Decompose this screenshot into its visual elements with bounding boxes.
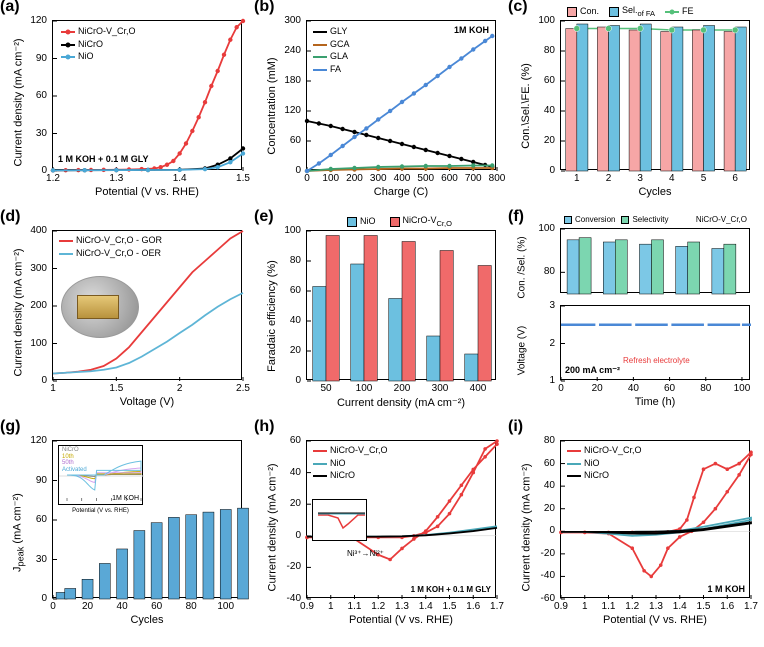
g-inset-leg-0: NiCrO (62, 447, 87, 454)
panel-e-legend: NiO NiCrO-VCr,O (347, 215, 452, 230)
panel-d-inset-photo (61, 276, 139, 338)
panel-f-legend: Conversion Selectivity (564, 215, 668, 226)
panel-f-bot-plot: 200 mA cm⁻² Refresh electrolyte 12302040… (560, 305, 750, 380)
panel-b-label: (b) (254, 0, 274, 16)
panel-g-plot: 1M KOH NiCrO 10th 50th Activated Potenti… (52, 440, 242, 598)
panel-f-note2: Refresh electrolyte (623, 356, 690, 365)
panel-c-plot: Con. Sel.of FA FE 020406080100123456 (560, 20, 750, 170)
legend-a-1: NiCrO (78, 39, 103, 51)
panel-b-xlabel: Charge (C) (306, 186, 496, 198)
legend-e-nio: NiO (360, 216, 376, 228)
g-inset-leg-1: 10th (62, 454, 87, 461)
legend-i-0: NiCrO-V_Cr,O (584, 445, 642, 457)
panel-f-xlabel: Time (h) (560, 396, 750, 408)
panel-a-ylabel: Current density (mA cm⁻²) (12, 47, 25, 167)
panel-g-inset-legend: NiCrO 10th 50th Activated (62, 447, 87, 473)
panel-f-label: (f) (508, 208, 524, 226)
panel-c-xlabel: Cycles (560, 186, 750, 198)
panel-a-legend: NiCrO-V_Cr,O NiCrO NiO (61, 26, 136, 64)
panel-c: (c) Con.\Sel.\FE. (%) Con. Sel.of FA FE … (508, 0, 762, 200)
panel-h-label: (h) (254, 418, 274, 436)
panel-h-inset (312, 499, 367, 541)
panel-g-inset-note: 1M KOH (112, 495, 139, 502)
legend-f-sel: Selectivity (632, 215, 668, 225)
panel-e-label: (e) (254, 208, 274, 226)
panel-g: (g) Jpeak (mA cm⁻²) 1M KOH NiCrO 10th 50… (0, 420, 254, 630)
panel-c-legend: Con. Sel.of FA FE (567, 5, 694, 20)
legend-c-con: Con. (580, 6, 599, 18)
panel-e-svg (307, 231, 497, 381)
g-inset-leg-3: Activated (62, 467, 87, 474)
panel-d-xlabel: Voltage (V) (52, 396, 242, 408)
panel-b-note: 1M KOH (454, 25, 489, 35)
panel-e-xlabel: Current density (mA cm⁻²) (306, 396, 496, 409)
panel-f-top-plot: Conversion Selectivity NiCrO-V_Cr,O 8010… (560, 228, 750, 293)
legend-i-1: NiO (584, 458, 600, 470)
legend-a-2: NiO (78, 51, 94, 63)
g-inset-leg-2: 50th (62, 460, 87, 467)
panel-d-legend: NiCrO-V_Cr,O - GOR NiCrO-V_Cr,O - OER (59, 235, 162, 260)
panel-g-label: (g) (0, 418, 20, 436)
legend-c-sel: Sel.of FA (622, 5, 655, 19)
panel-d-plot: NiCrO-V_Cr,O - GOR NiCrO-V_Cr,O - OER 01… (52, 230, 242, 380)
panel-f-top-svg (561, 229, 751, 294)
legend-b-0: GLY (330, 26, 347, 38)
panel-i-legend: NiCrO-V_Cr,O NiO NiCrO (567, 445, 642, 483)
legend-c-fe: FE (682, 6, 694, 18)
panel-a-plot: NiCrO-V_Cr,O NiCrO NiO 1 M KOH + 0.1 M G… (52, 20, 242, 170)
panel-i-label: (i) (508, 418, 523, 436)
panel-a-note: 1 M KOH + 0.1 M GLY (58, 154, 148, 164)
panel-b-plot: GLY GCA GLA FA 1M KOH 060120180240300010… (306, 20, 496, 170)
panel-g-ylabel: Jpeak (mA cm⁻²) (10, 473, 25, 593)
panel-d: (d) Current density (mA cm⁻²) NiCrO-V_Cr… (0, 210, 254, 410)
panel-b-legend: GLY GCA GLA FA (313, 26, 350, 77)
panel-c-svg (561, 21, 751, 171)
legend-e-nicro: NiCrO-VCr,O (403, 215, 452, 229)
legend-f-con: Conversion (575, 215, 615, 225)
panel-a: (a) Current density (mA cm⁻²) NiCrO-V_Cr… (0, 0, 254, 200)
panel-h-note2: Ni³⁺→Ni²⁺ (347, 549, 384, 558)
panel-c-label: (c) (508, 0, 528, 16)
panel-h: (h) Current density (mA cm⁻²) NiCrO-V_Cr… (254, 420, 508, 630)
panel-a-label: (a) (0, 0, 20, 16)
panel-h-plot: NiCrO-V_Cr,O NiO NiCrO 1 M KOH + 0.1 M G… (306, 440, 496, 598)
panel-d-label: (d) (0, 208, 20, 226)
panel-e-plot: NiO NiCrO-VCr,O 020406080100501002003004… (306, 230, 496, 380)
panel-h-legend: NiCrO-V_Cr,O NiO NiCrO (313, 445, 388, 483)
panel-g-inset: 1M KOH NiCrO 10th 50th Activated Potenti… (58, 445, 143, 505)
legend-b-3: FA (330, 64, 341, 76)
legend-d-1: NiCrO-V_Cr,O - OER (76, 248, 161, 260)
g-inset-xlabel: Potential (V vs. RHE) (59, 508, 142, 514)
panel-i: (i) Current density (mA cm⁻²) NiCrO-V_Cr… (508, 420, 762, 630)
panel-i-plot: NiCrO-V_Cr,O NiO NiCrO 1 M KOH -60-40-20… (560, 440, 750, 598)
panel-f-note: 200 mA cm⁻² (565, 365, 620, 376)
legend-h-1: NiO (330, 458, 346, 470)
legend-h-2: NiCrO (330, 470, 355, 482)
legend-h-0: NiCrO-V_Cr,O (330, 445, 388, 457)
panel-h-inset-svg (313, 500, 368, 542)
legend-d-0: NiCrO-V_Cr,O - GOR (76, 235, 162, 247)
panel-g-xlabel: Cycles (52, 614, 242, 626)
panel-f-note-top: NiCrO-V_Cr,O (696, 215, 747, 224)
legend-a-0: NiCrO-V_Cr,O (78, 26, 136, 38)
legend-b-1: GCA (330, 39, 350, 51)
panel-i-note: 1 M KOH (707, 584, 745, 594)
legend-i-2: NiCrO (584, 470, 609, 482)
panel-f-bot-ylabel: Voltage (V) (517, 301, 528, 401)
legend-b-2: GLA (330, 51, 348, 63)
panel-a-xlabel: Potential (V vs. RHE) (52, 186, 242, 198)
panel-h-xlabel: Potential (V vs. RHE) (306, 614, 496, 626)
panel-f: (f) Con. /Sel. (%) Voltage (V) Conversio… (508, 210, 762, 410)
panel-h-note: 1 M KOH + 0.1 M GLY (411, 585, 491, 594)
panel-e: (e) Faradaic efficiency (%) NiO NiCrO-VC… (254, 210, 508, 410)
panel-i-xlabel: Potential (V vs. RHE) (560, 614, 750, 626)
panel-d-ylabel: Current density (mA cm⁻²) (12, 257, 25, 377)
panel-b: (b) Concentration (mM) GLY GCA GLA FA 1M… (254, 0, 508, 200)
